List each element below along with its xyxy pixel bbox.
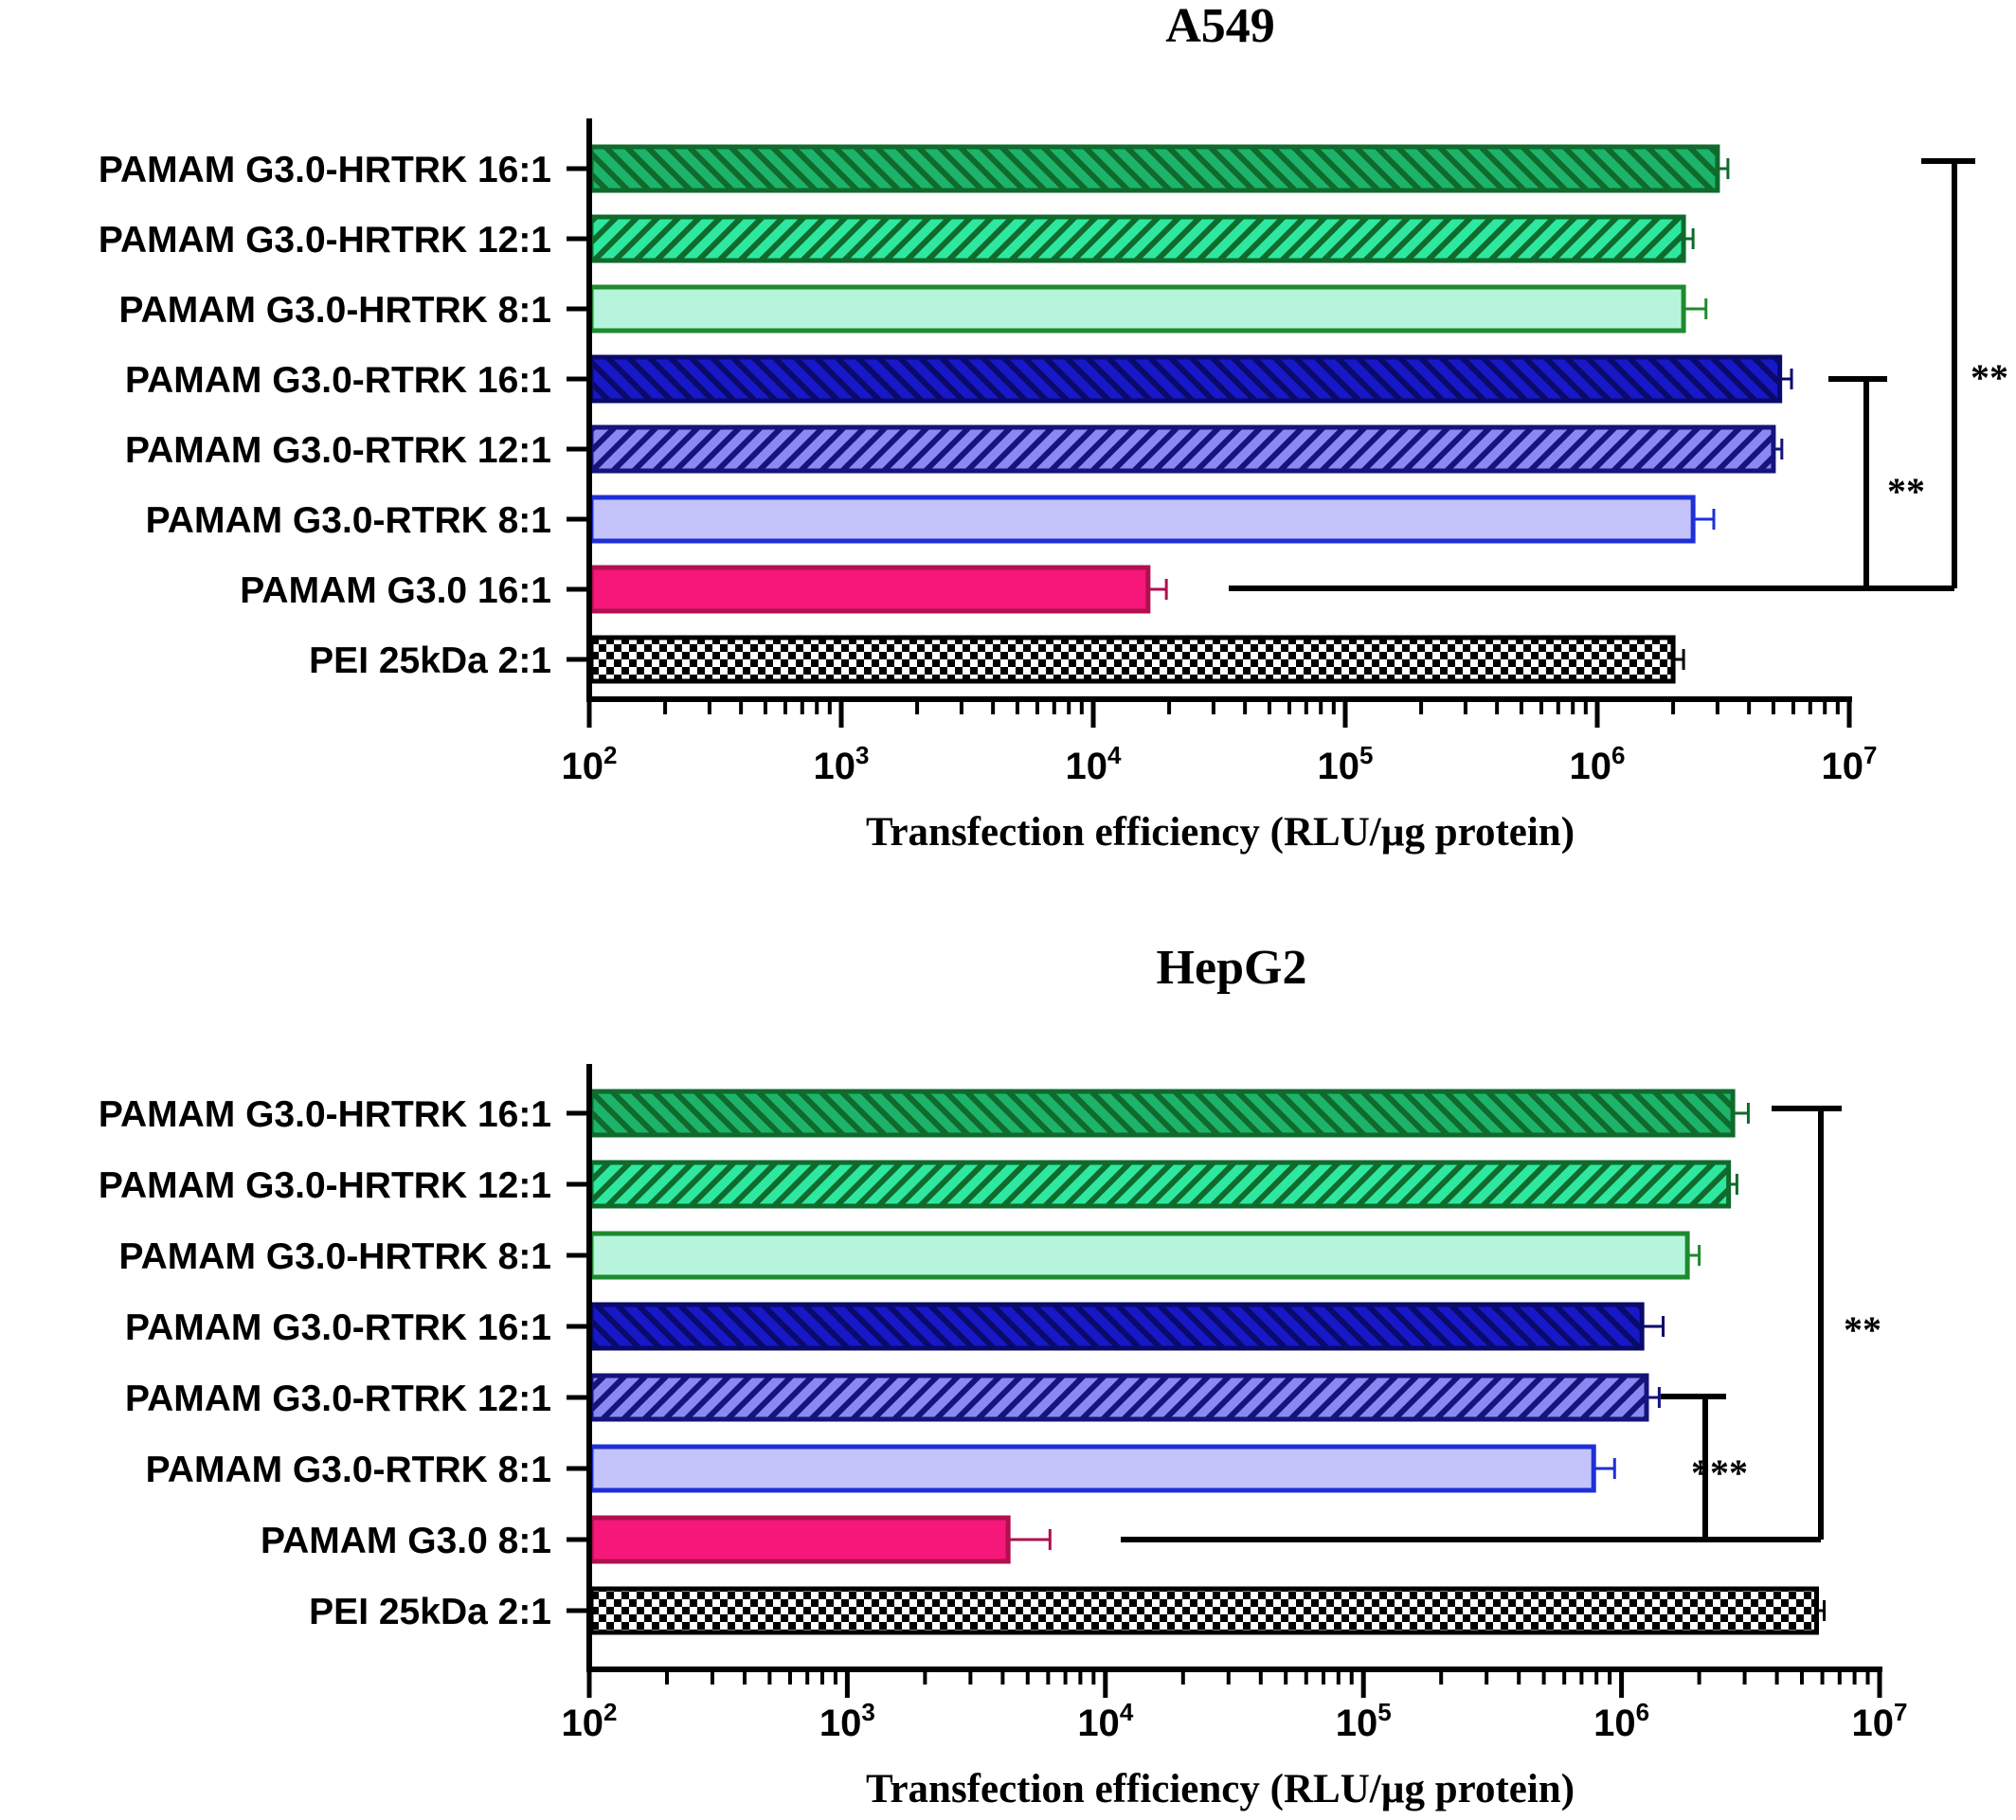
category-label: PAMAM G3.0-RTRK 12:1 — [125, 430, 551, 471]
chart-title: A549 — [1165, 0, 1275, 53]
chart-1: A549 PAMAM G3.0-HRTRK 16:1 PAMAM G3.0-HRTR… — [99, 0, 2008, 855]
significance-bracket — [1921, 158, 1975, 588]
bar — [588, 1515, 1011, 1564]
error-bar — [1642, 1316, 1665, 1337]
error-bar — [1733, 1103, 1750, 1124]
x-axis-title: Transfection efficiency (RLU/µg protein) — [866, 810, 1575, 855]
bar — [588, 284, 1686, 333]
error-bar — [1687, 1245, 1701, 1266]
error-bar — [1773, 439, 1784, 460]
error-bar — [1728, 1174, 1738, 1195]
category-label: PAMAM G3.0-RTRK 16:1 — [125, 1307, 551, 1348]
x-tick-label: 105 — [1336, 1698, 1392, 1744]
bar — [588, 424, 1776, 474]
error-bar — [1147, 579, 1168, 600]
x-tick-label: 102 — [562, 741, 618, 787]
category-label: PAMAM G3.0-HRTRK 12:1 — [99, 1165, 551, 1206]
x-tick-label: 103 — [814, 741, 870, 787]
x-tick-label: 103 — [819, 1698, 875, 1744]
bar — [588, 565, 1151, 614]
category-label: PAMAM G3.0 8:1 — [261, 1521, 551, 1561]
category-label: PAMAM G3.0-RTRK 8:1 — [146, 1450, 551, 1490]
error-bar — [1693, 509, 1716, 530]
bar — [588, 1231, 1690, 1280]
category-label: PEI 25kDa 2:1 — [309, 640, 551, 681]
bar — [588, 354, 1783, 404]
bar — [588, 1444, 1596, 1493]
x-tick-label: 104 — [1066, 741, 1123, 787]
category-label: PAMAM G3.0-RTRK 8:1 — [146, 500, 551, 541]
x-tick-label: 104 — [1077, 1698, 1134, 1744]
x-tick-label: 102 — [562, 1698, 618, 1744]
x-tick-label: 106 — [1593, 1698, 1649, 1744]
significance-bracket — [1661, 1394, 1726, 1540]
category-label: PAMAM G3.0-HRTRK 12:1 — [99, 220, 551, 261]
error-bar — [1816, 1600, 1827, 1621]
chart-2: HepG2 PAMAM G3.0-HRTRK 16:1 PAMAM G3.0-HRT… — [99, 941, 1908, 1811]
chart-title: HepG2 — [1157, 941, 1307, 995]
category-label: PAMAM G3.0-HRTRK 8:1 — [119, 290, 551, 331]
significance-bracket — [1772, 1106, 1842, 1540]
significance-label: ** — [1844, 1308, 1881, 1351]
x-tick-label: 107 — [1852, 1698, 1908, 1744]
bar — [588, 144, 1720, 193]
bar — [588, 1089, 1736, 1138]
x-tick-label: 105 — [1318, 741, 1374, 787]
bar — [588, 495, 1696, 544]
significance-label: ** — [1887, 470, 1925, 513]
significance-label: ** — [1971, 356, 2008, 399]
significance-label: *** — [1691, 1451, 1748, 1494]
category-label: PAMAM G3.0-RTRK 12:1 — [125, 1379, 551, 1419]
category-label: PAMAM G3.0-RTRK 16:1 — [125, 360, 551, 401]
bar — [588, 1160, 1732, 1209]
error-bar — [1673, 649, 1685, 670]
x-axis-title: Transfection efficiency (RLU/µg protein) — [866, 1767, 1575, 1811]
category-label: PAMAM G3.0-HRTRK 16:1 — [99, 150, 551, 190]
category-label: PAMAM G3.0 16:1 — [240, 570, 551, 611]
error-bar — [1008, 1529, 1052, 1550]
category-label: PAMAM G3.0-HRTRK 8:1 — [119, 1236, 551, 1277]
bar — [588, 1586, 1820, 1635]
x-tick-label: 107 — [1822, 741, 1878, 787]
bar — [588, 1373, 1649, 1422]
error-bar — [1683, 228, 1695, 249]
error-bar — [1647, 1387, 1661, 1408]
error-bar — [1593, 1458, 1616, 1479]
bar — [588, 214, 1686, 263]
x-tick-label: 106 — [1570, 741, 1626, 787]
error-bar — [1683, 298, 1708, 319]
error-bar — [1779, 369, 1793, 389]
category-label: PEI 25kDa 2:1 — [309, 1592, 551, 1632]
error-bar — [1717, 158, 1730, 179]
bar — [588, 1302, 1645, 1351]
bar — [588, 635, 1676, 684]
significance-bracket — [1828, 376, 1887, 588]
category-label: PAMAM G3.0-HRTRK 16:1 — [99, 1094, 551, 1135]
